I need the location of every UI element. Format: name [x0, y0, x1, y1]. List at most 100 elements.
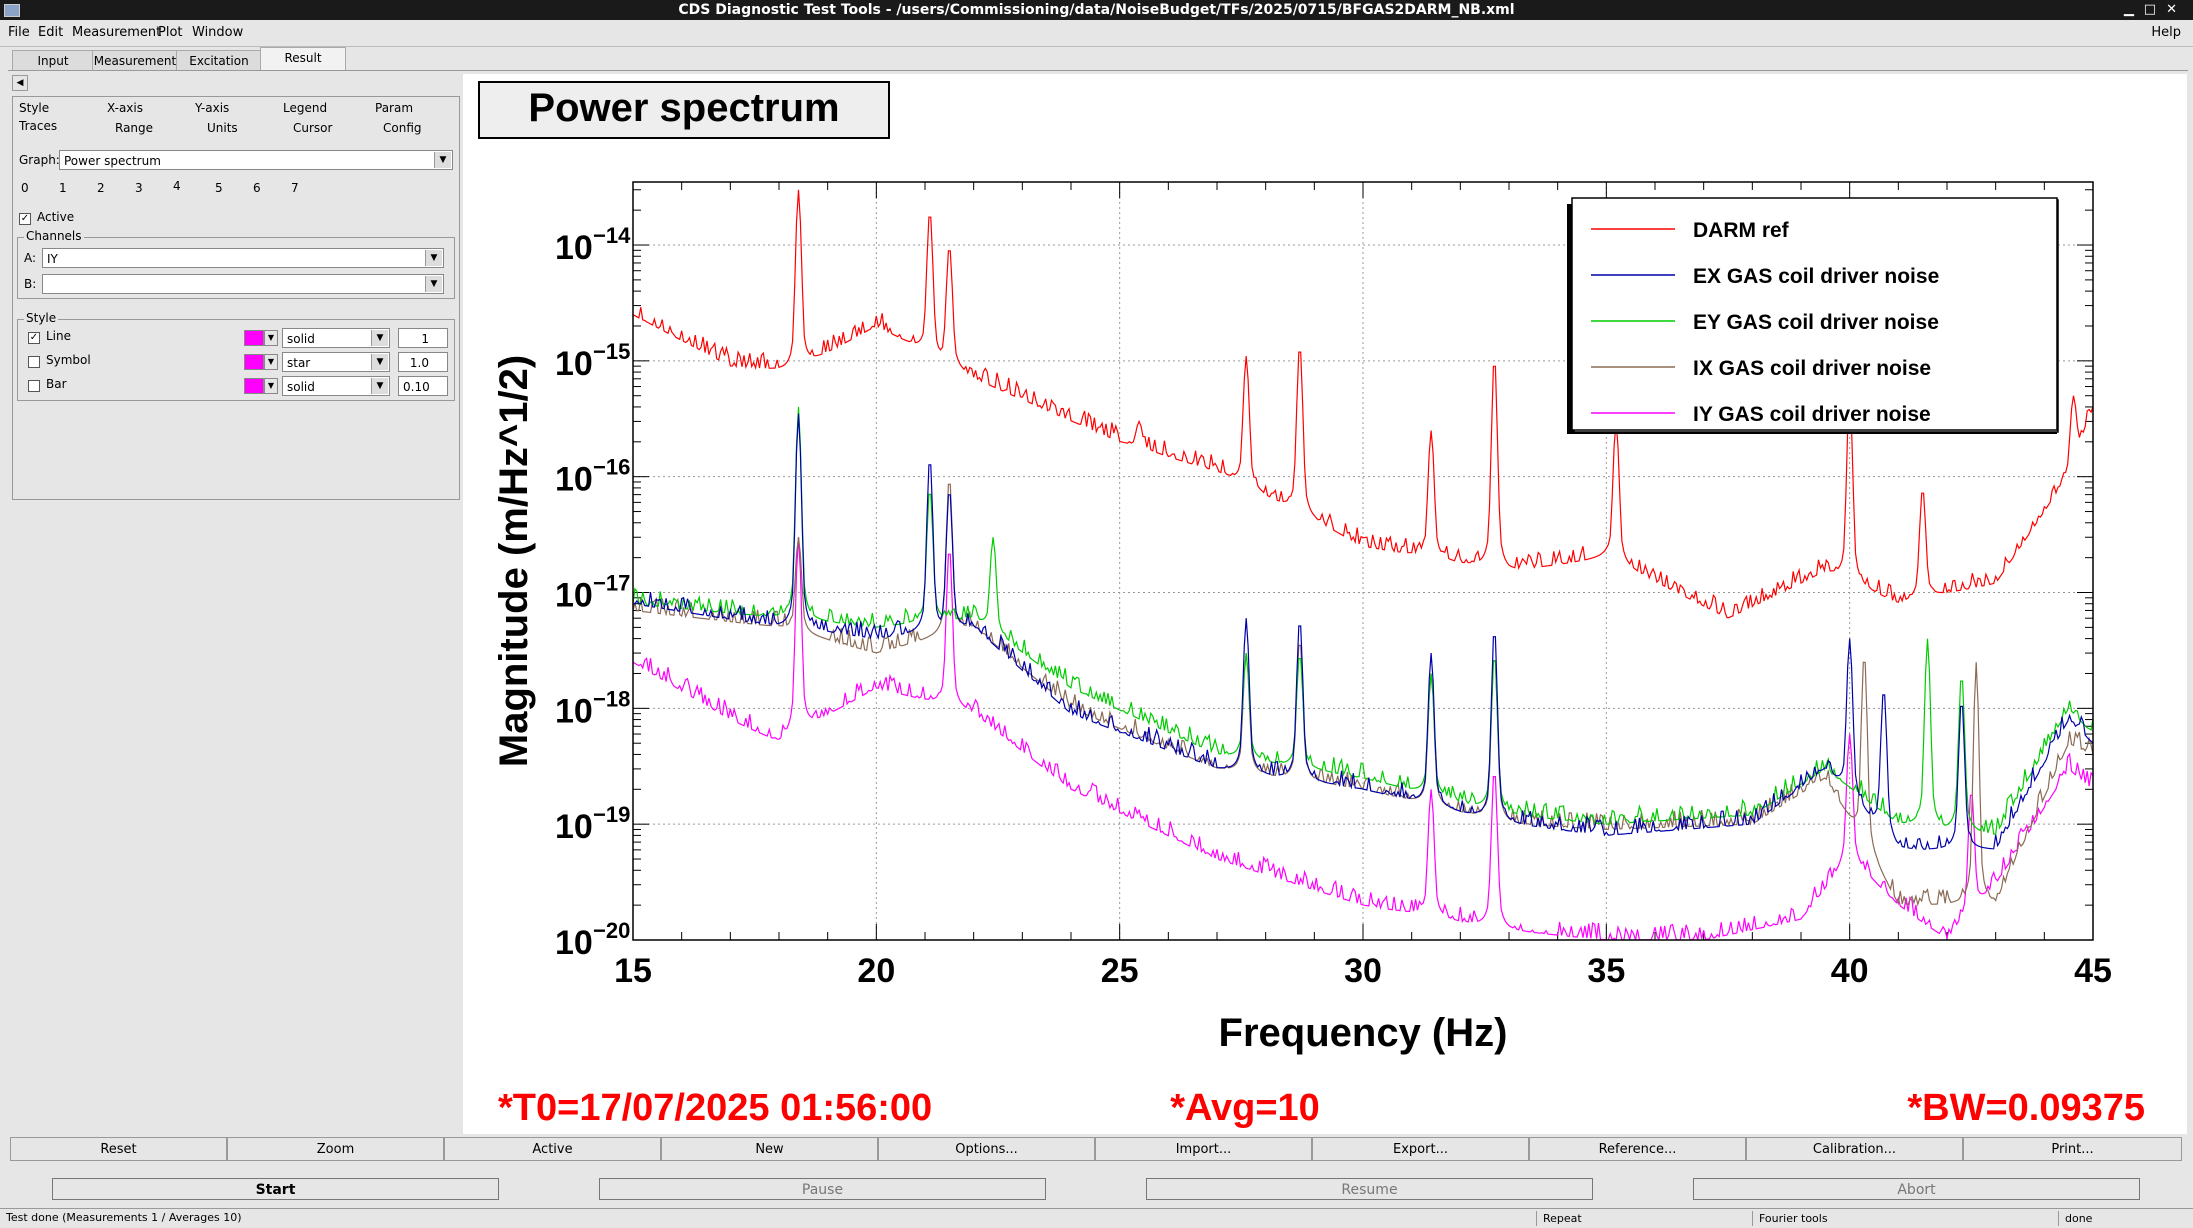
x-tick-label: 20	[857, 952, 895, 990]
trace-tab-5[interactable]: 5	[215, 181, 223, 195]
series-line-1	[633, 413, 2093, 851]
option-tab-style[interactable]: Style	[19, 101, 50, 115]
menu-window[interactable]: Window	[192, 25, 244, 40]
graph-select-value: Power spectrum	[64, 154, 161, 168]
new-button[interactable]: New	[661, 1137, 878, 1161]
chevron-down-icon[interactable]: ▼	[371, 330, 388, 346]
y-tick-label-base: 10	[555, 692, 593, 730]
line-size-stepper[interactable]: 1	[398, 328, 448, 348]
window-icon[interactable]	[4, 4, 20, 17]
y-tick-label-base: 10	[555, 461, 593, 499]
print-button[interactable]: Print...	[1963, 1137, 2182, 1161]
y-tick-label-base: 10	[555, 924, 593, 962]
resume-button[interactable]: Resume	[1146, 1178, 1593, 1200]
trace-tab-4[interactable]: 4	[173, 179, 181, 193]
channel-a-value: IY	[47, 252, 58, 266]
bar-size-value: 0.10	[403, 380, 430, 394]
bar-type-select[interactable]: solid ▼	[282, 376, 390, 396]
chevron-down-icon[interactable]: ▼	[264, 378, 278, 394]
tab-input[interactable]: Input	[12, 50, 94, 71]
menu-plot[interactable]: Plot	[158, 25, 183, 40]
menu-measurement[interactable]: Measurement	[72, 25, 162, 40]
y-tick-label-exponent: −14	[593, 223, 631, 248]
window-title: CDS Diagnostic Test Tools - /users/Commi…	[678, 2, 1515, 18]
status-message: Test done (Measurements 1 / Averages 10)	[6, 1211, 242, 1224]
channel-a-input[interactable]: IY ▼	[42, 248, 444, 268]
chevron-down-icon[interactable]: ▼	[371, 354, 388, 370]
chevron-down-icon[interactable]: ▼	[425, 276, 442, 292]
option-tabs: Style X-axis Y-axis Legend Param Traces …	[19, 101, 451, 139]
trace-tab-1[interactable]: 1	[59, 181, 67, 195]
x-tick-label: 35	[1587, 952, 1625, 990]
channel-b-label: B:	[24, 277, 37, 291]
bar-size-stepper[interactable]: 0.10	[398, 376, 448, 396]
calibration-button[interactable]: Calibration...	[1746, 1137, 1963, 1161]
y-tick-label-exponent: −15	[593, 339, 630, 364]
trace-tab-0[interactable]: 0	[21, 181, 29, 195]
option-tab-range[interactable]: Range	[115, 121, 154, 135]
symbol-checkbox[interactable]	[28, 356, 40, 368]
start-button[interactable]: Start	[52, 1178, 499, 1200]
chevron-down-icon[interactable]: ▼	[371, 378, 388, 394]
bw-annotation: *BW=0.09375	[1907, 1087, 2145, 1129]
menu-help[interactable]: Help	[2151, 25, 2181, 40]
menu-file[interactable]: File	[8, 25, 30, 40]
reference-button[interactable]: Reference...	[1529, 1137, 1746, 1161]
y-tick-label: 10 −16	[555, 455, 630, 499]
tab-result[interactable]: Result	[260, 47, 346, 71]
options-button[interactable]: Options...	[878, 1137, 1095, 1161]
option-tab-y-axis[interactable]: Y-axis	[195, 101, 230, 115]
y-tick-label: 10 −20	[555, 918, 630, 962]
trace-tab-2[interactable]: 2	[97, 181, 105, 195]
zoom-button[interactable]: Zoom	[227, 1137, 444, 1161]
window-controls[interactable]: ▁□✕	[2123, 2, 2187, 17]
style-group: Style ✓ Line ▼ solid ▼ 1 Symbol ▼ star ▼ 1…	[17, 311, 455, 401]
symbol-color-swatch[interactable]	[244, 354, 264, 370]
trace-tab-6[interactable]: 6	[253, 181, 261, 195]
y-tick-label-exponent: −18	[593, 686, 630, 711]
active-checkbox[interactable]: ✓	[19, 213, 31, 225]
reset-button[interactable]: Reset	[10, 1137, 227, 1161]
chevron-down-icon[interactable]: ▼	[264, 354, 278, 370]
line-size-value: 1	[421, 332, 429, 346]
menu-edit[interactable]: Edit	[38, 25, 64, 40]
channel-b-input[interactable]: ▼	[42, 274, 444, 294]
tab-measurement[interactable]: Measurement	[92, 50, 178, 71]
symbol-size-value: 1.0	[409, 356, 429, 370]
plot-title-box	[478, 81, 890, 139]
bar-type-value: solid	[287, 380, 315, 394]
status-bar: Test done (Measurements 1 / Averages 10)…	[0, 1208, 2193, 1228]
pause-button[interactable]: Pause	[599, 1178, 1046, 1200]
chevron-down-icon[interactable]: ▼	[425, 250, 442, 266]
export-button[interactable]: Export...	[1312, 1137, 1529, 1161]
collapse-panel-icon[interactable]: ◀	[12, 75, 28, 91]
line-color-swatch[interactable]	[244, 330, 264, 346]
chevron-down-icon[interactable]: ▼	[264, 330, 278, 346]
import-button[interactable]: Import...	[1095, 1137, 1312, 1161]
graph-select[interactable]: Power spectrum ▼	[59, 150, 453, 170]
y-tick-label-base: 10	[555, 808, 593, 846]
chevron-down-icon[interactable]: ▼	[434, 152, 451, 168]
option-tab-traces[interactable]: Traces	[19, 119, 58, 133]
option-tab-x-axis[interactable]: X-axis	[107, 101, 143, 115]
option-tab-config[interactable]: Config	[383, 121, 422, 135]
option-tab-units[interactable]: Units	[207, 121, 238, 135]
bar-checkbox[interactable]	[28, 380, 40, 392]
trace-tab-7[interactable]: 7	[291, 181, 299, 195]
trace-tab-3[interactable]: 3	[135, 181, 143, 195]
active-button[interactable]: Active	[444, 1137, 661, 1161]
plot-frame	[632, 181, 2094, 941]
tab-excitation[interactable]: Excitation	[176, 50, 262, 71]
status-repeat: Repeat	[1536, 1211, 1753, 1226]
line-type-select[interactable]: solid ▼	[282, 328, 390, 348]
legend: DARM ref EX GAS coil driver noise EY GAS c…	[1567, 197, 2059, 434]
abort-button[interactable]: Abort	[1693, 1178, 2140, 1200]
bar-color-swatch[interactable]	[244, 378, 264, 394]
option-tab-param[interactable]: Param	[375, 101, 414, 115]
symbol-size-stepper[interactable]: 1.0	[398, 352, 448, 372]
option-tab-legend[interactable]: Legend	[283, 101, 328, 115]
line-checkbox[interactable]: ✓	[28, 332, 40, 344]
option-tab-cursor[interactable]: Cursor	[293, 121, 333, 135]
symbol-type-select[interactable]: star ▼	[282, 352, 390, 372]
